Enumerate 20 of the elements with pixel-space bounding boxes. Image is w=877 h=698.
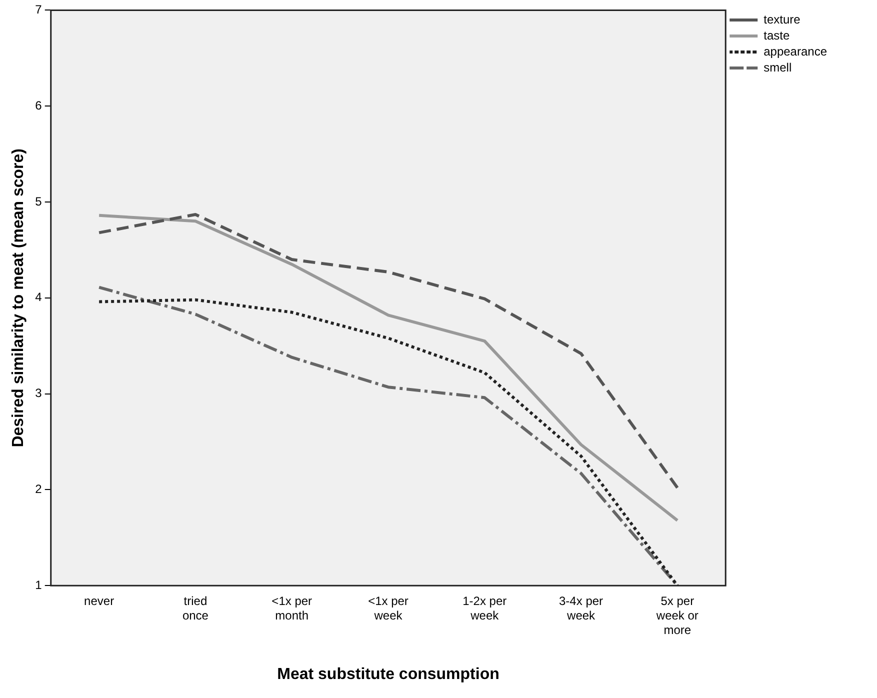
x-tick-label: <1x per week	[368, 594, 408, 623]
y-tick-label: 7	[35, 2, 42, 17]
x-tick-label: never	[84, 594, 114, 608]
y-tick-label: 6	[35, 98, 42, 112]
legend-label: smell	[764, 60, 792, 74]
legend-label: texture	[764, 12, 801, 26]
y-tick-label: 4	[35, 290, 42, 304]
y-tick-label: 3	[35, 386, 42, 400]
legend-label: taste	[764, 28, 790, 42]
x-tick-label: 5x per week or more	[655, 594, 698, 637]
y-tick-label: 2	[35, 482, 42, 496]
y-axis-title: Desired similarity to meat (mean score)	[10, 148, 28, 448]
y-tick-label: 1	[35, 578, 42, 592]
x-tick-label: <1x per month	[272, 594, 312, 623]
x-axis-title: Meat substitute consumption	[277, 666, 500, 683]
legend-label: appearance	[764, 44, 828, 58]
x-tick-label: tried once	[182, 594, 209, 623]
x-tick-label: 3-4x per week	[559, 594, 604, 623]
y-tick-label: 5	[35, 194, 42, 208]
x-tick-label: 1-2x per week	[462, 594, 507, 623]
